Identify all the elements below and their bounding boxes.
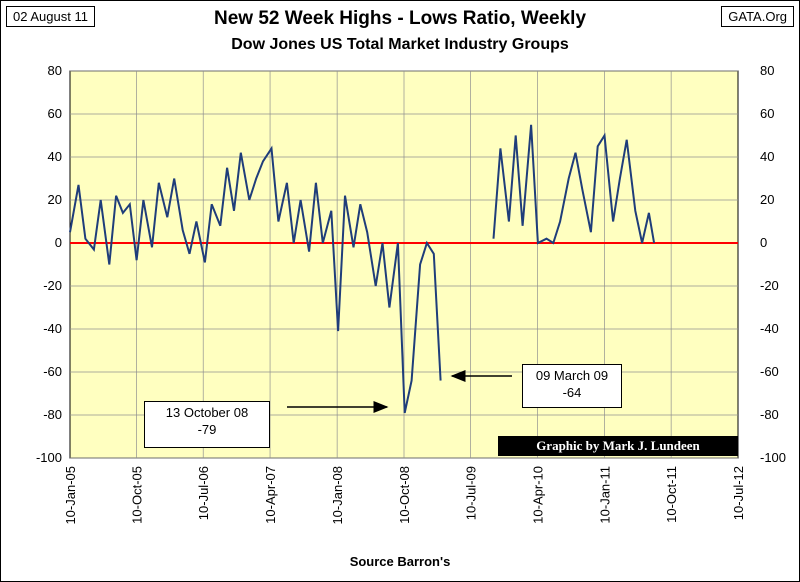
annotation-oct-08: 13 October 08 -79 bbox=[144, 401, 270, 448]
y-tick-labels-left: 80 60 40 20 0 -20 -40 -60 -80 -100 bbox=[36, 63, 62, 465]
y-tick-label-left: 20 bbox=[48, 192, 62, 207]
y-tick-label-right: -100 bbox=[760, 450, 786, 465]
y-tick-label-left: -60 bbox=[43, 364, 62, 379]
x-tick-label: 10-Jul-09 bbox=[464, 466, 479, 520]
y-tick-label-right: 60 bbox=[760, 106, 774, 121]
x-tick-label: 10-Jul-12 bbox=[731, 466, 746, 520]
date-label: 02 August 11 bbox=[6, 6, 95, 27]
annotation-oct-08-date: 13 October 08 bbox=[165, 405, 249, 420]
y-tick-label-left: -100 bbox=[36, 450, 62, 465]
annotation-mar-09: 09 March 09 -64 bbox=[522, 364, 622, 408]
y-tick-label-right: -80 bbox=[760, 407, 779, 422]
chart-title: New 52 Week Highs - Lows Ratio, Weekly bbox=[213, 8, 587, 29]
y-tick-label-left: -20 bbox=[43, 278, 62, 293]
site-label: GATA.Org bbox=[721, 6, 794, 27]
x-tick-label: 10-Oct-08 bbox=[397, 466, 412, 524]
annotation-mar-09-date: 09 March 09 bbox=[535, 368, 609, 383]
x-tick-labels: 10-Jan-05 10-Oct-05 10-Jul-06 10-Apr-07 10-J… bbox=[63, 466, 746, 525]
y-tick-label-left: 0 bbox=[55, 235, 62, 250]
x-tick-label: 10-Jan-11 bbox=[598, 466, 613, 524]
y-tick-label-right: -60 bbox=[760, 364, 779, 379]
chart-subtitle: Dow Jones US Total Market Industry Group… bbox=[231, 36, 569, 53]
x-tick-label: 10-Jan-05 bbox=[63, 466, 78, 525]
y-tick-labels-right: 80 60 40 20 0 -20 -40 -60 -80 -100 bbox=[760, 63, 786, 465]
annotation-arrows bbox=[287, 370, 512, 413]
x-tick-label: 10-Oct-05 bbox=[130, 466, 145, 524]
y-tick-label-right: -20 bbox=[760, 278, 779, 293]
y-tick-label-right: -40 bbox=[760, 321, 779, 336]
series-line bbox=[69, 124, 656, 414]
x-tick-label: 10-Jul-06 bbox=[196, 466, 211, 520]
y-tick-label-left: 40 bbox=[48, 149, 62, 164]
x-tick-label: 10-Oct-11 bbox=[664, 466, 679, 523]
y-tick-label-right: 0 bbox=[760, 235, 767, 250]
x-tick-label: 10-Jan-08 bbox=[330, 466, 345, 525]
y-tick-label-left: 60 bbox=[48, 106, 62, 121]
annotation-mar-09-value: -64 bbox=[562, 385, 582, 400]
source-label: Source Barron's bbox=[349, 554, 451, 569]
annotation-oct-08-value: -79 bbox=[197, 422, 217, 437]
y-tick-label-right: 40 bbox=[760, 149, 774, 164]
x-tick-label: 10-Apr-07 bbox=[263, 466, 278, 524]
y-tick-label-right: 80 bbox=[760, 63, 774, 78]
credit-banner: Graphic by Mark J. Lundeen bbox=[498, 436, 738, 456]
y-tick-label-right: 20 bbox=[760, 192, 774, 207]
y-tick-label-left: -80 bbox=[43, 407, 62, 422]
y-tick-label-left: 80 bbox=[48, 63, 62, 78]
x-tick-label: 10-Apr-10 bbox=[530, 466, 545, 524]
y-tick-label-left: -40 bbox=[43, 321, 62, 336]
